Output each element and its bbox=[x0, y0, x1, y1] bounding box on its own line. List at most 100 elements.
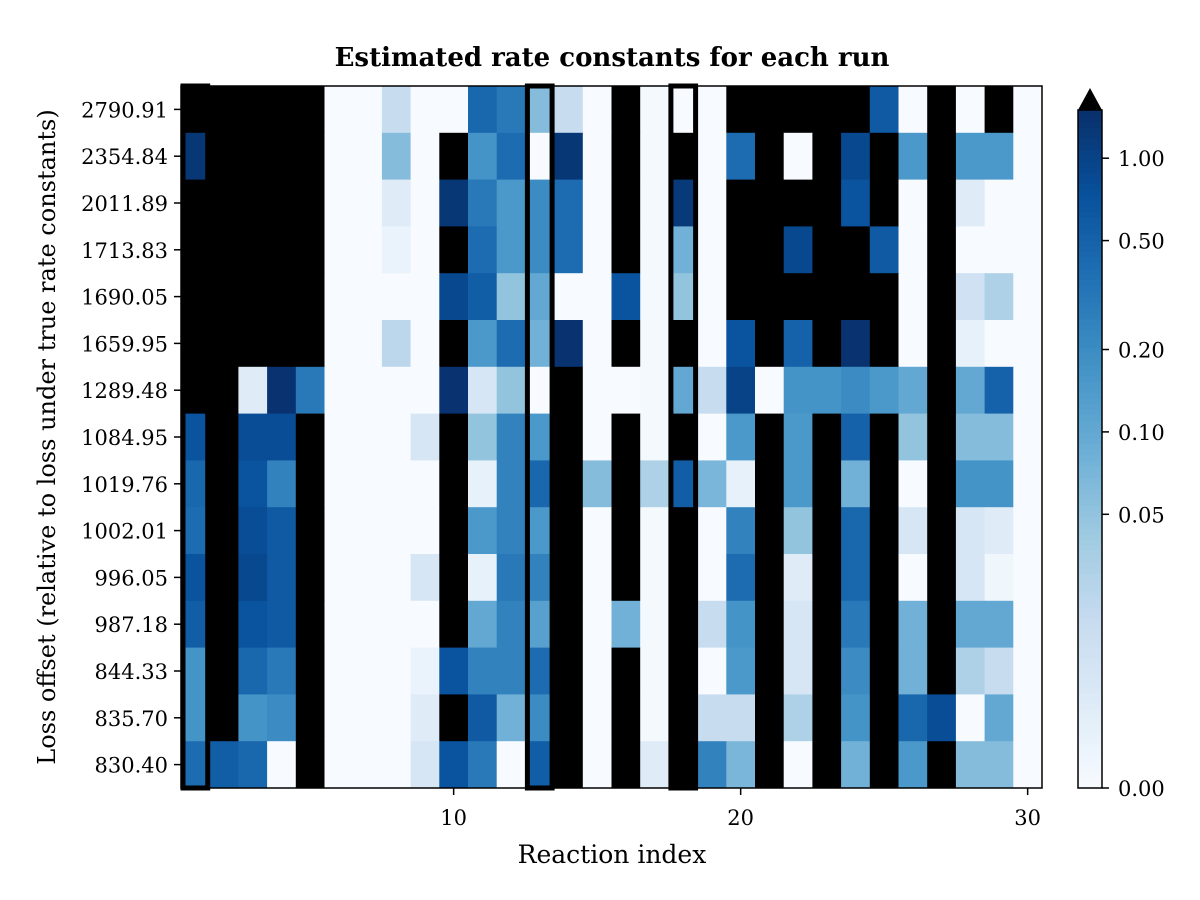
colorbar-segment bbox=[1078, 454, 1102, 461]
colorbar-segment bbox=[1078, 347, 1102, 354]
heatmap-cell bbox=[209, 741, 239, 789]
colorbar-segment bbox=[1078, 494, 1102, 501]
heatmap-cell bbox=[381, 366, 412, 415]
colorbar-segment bbox=[1078, 584, 1102, 591]
heatmap-cell bbox=[496, 600, 526, 649]
heatmap-cell bbox=[611, 320, 641, 368]
heatmap-cell bbox=[927, 226, 957, 274]
heatmap-cell bbox=[812, 741, 842, 789]
heatmap-cell bbox=[1013, 554, 1043, 602]
colorbar-frame bbox=[1077, 109, 1103, 789]
heatmap-cell bbox=[812, 460, 842, 508]
heatmap-cell bbox=[697, 460, 727, 508]
heatmap-cell bbox=[468, 320, 498, 368]
heatmap-cell bbox=[410, 366, 440, 415]
y-tick-label: 2011.89 bbox=[81, 192, 168, 216]
heatmap-cell bbox=[496, 741, 526, 789]
colorbar-segment bbox=[1078, 691, 1102, 699]
colorbar-segment bbox=[1078, 211, 1102, 218]
heatmap-cell bbox=[295, 86, 325, 134]
x-tick-label: 30 bbox=[1014, 806, 1041, 830]
heatmap-cell bbox=[898, 647, 928, 695]
heatmap-cell bbox=[439, 273, 469, 321]
heatmap-cell bbox=[295, 741, 325, 789]
heatmap-cell bbox=[955, 226, 986, 274]
heatmap-cell bbox=[927, 694, 957, 742]
colorbar-segment bbox=[1078, 488, 1102, 495]
heatmap-cell bbox=[755, 647, 785, 695]
heatmap-cell bbox=[468, 86, 498, 134]
heatmap-cell bbox=[697, 86, 727, 134]
heatmap-cell bbox=[640, 460, 670, 508]
heatmap-cell bbox=[324, 741, 354, 789]
heatmap-cell bbox=[468, 179, 498, 227]
x-axis-label: Reaction index bbox=[518, 840, 707, 869]
heatmap-cell bbox=[238, 320, 268, 368]
heatmap-cell bbox=[381, 741, 412, 789]
colorbar-segment bbox=[1078, 578, 1102, 586]
y-tick-label: 2790.91 bbox=[81, 98, 168, 122]
colorbar-segment bbox=[1078, 375, 1102, 382]
heatmap-cell bbox=[410, 647, 440, 695]
heatmap-cell bbox=[697, 413, 727, 461]
heatmap-cell bbox=[353, 273, 383, 321]
heatmap-cell bbox=[353, 226, 383, 274]
heatmap-cell bbox=[439, 647, 469, 695]
heatmap-cell bbox=[755, 694, 785, 742]
heatmap-cell bbox=[410, 320, 440, 368]
heatmap-cell bbox=[468, 273, 498, 321]
heatmap-cell bbox=[295, 554, 325, 602]
heatmap-cell bbox=[209, 366, 239, 415]
heatmap-cell bbox=[726, 647, 756, 695]
heatmap-cell bbox=[410, 273, 440, 321]
colorbar-segment bbox=[1078, 251, 1102, 258]
heatmap-cell bbox=[410, 741, 440, 789]
colorbar-segment bbox=[1078, 138, 1102, 145]
heatmap-cell bbox=[238, 86, 268, 134]
colorbar-segment bbox=[1078, 511, 1102, 518]
colorbar-segment bbox=[1078, 482, 1102, 490]
heatmap-cell bbox=[869, 366, 899, 415]
heatmap-cell bbox=[841, 413, 871, 461]
heatmap-cell bbox=[726, 226, 756, 274]
heatmap-cell bbox=[381, 86, 412, 134]
colorbar-segment bbox=[1078, 528, 1102, 535]
colorbar-segment bbox=[1078, 658, 1102, 665]
heatmap-cell bbox=[439, 460, 469, 508]
heatmap-cell bbox=[898, 132, 928, 181]
heatmap-cell bbox=[755, 226, 785, 274]
heatmap-cell bbox=[611, 86, 641, 134]
heatmap-cell bbox=[955, 741, 986, 789]
heatmap-cell bbox=[496, 273, 526, 321]
heatmap-cell bbox=[582, 179, 612, 227]
heatmap-cell bbox=[755, 320, 785, 368]
heatmap-cell bbox=[755, 179, 785, 227]
heatmap-cell bbox=[640, 694, 670, 742]
colorbar-segment bbox=[1078, 720, 1102, 727]
heatmap-cell bbox=[324, 460, 354, 508]
heatmap-cell bbox=[611, 507, 641, 555]
heatmap-cell bbox=[697, 600, 727, 649]
heatmap-cell bbox=[324, 554, 354, 602]
colorbar-segment bbox=[1078, 217, 1102, 224]
colorbar-segment bbox=[1078, 607, 1102, 614]
heatmap-cell bbox=[755, 132, 785, 181]
heatmap-cell bbox=[783, 507, 813, 555]
heatmap-cell bbox=[841, 86, 871, 134]
heatmap-cell bbox=[353, 132, 383, 181]
heatmap-cell bbox=[295, 600, 325, 649]
colorbar-segment bbox=[1078, 352, 1102, 360]
heatmap-cell bbox=[812, 132, 842, 181]
heatmap-cell bbox=[898, 273, 928, 321]
colorbar-segment bbox=[1078, 601, 1102, 608]
heatmap-cell bbox=[955, 647, 986, 695]
y-tick-label: 835.70 bbox=[95, 707, 168, 731]
heatmap-cell bbox=[238, 600, 268, 649]
heatmap-cell bbox=[267, 86, 297, 134]
heatmap-cell bbox=[381, 600, 412, 649]
colorbar-segment bbox=[1078, 302, 1102, 309]
colorbar-segment bbox=[1078, 748, 1102, 755]
colorbar-segment bbox=[1078, 358, 1102, 365]
heatmap-cell bbox=[496, 86, 526, 134]
heatmap-cell bbox=[783, 413, 813, 461]
